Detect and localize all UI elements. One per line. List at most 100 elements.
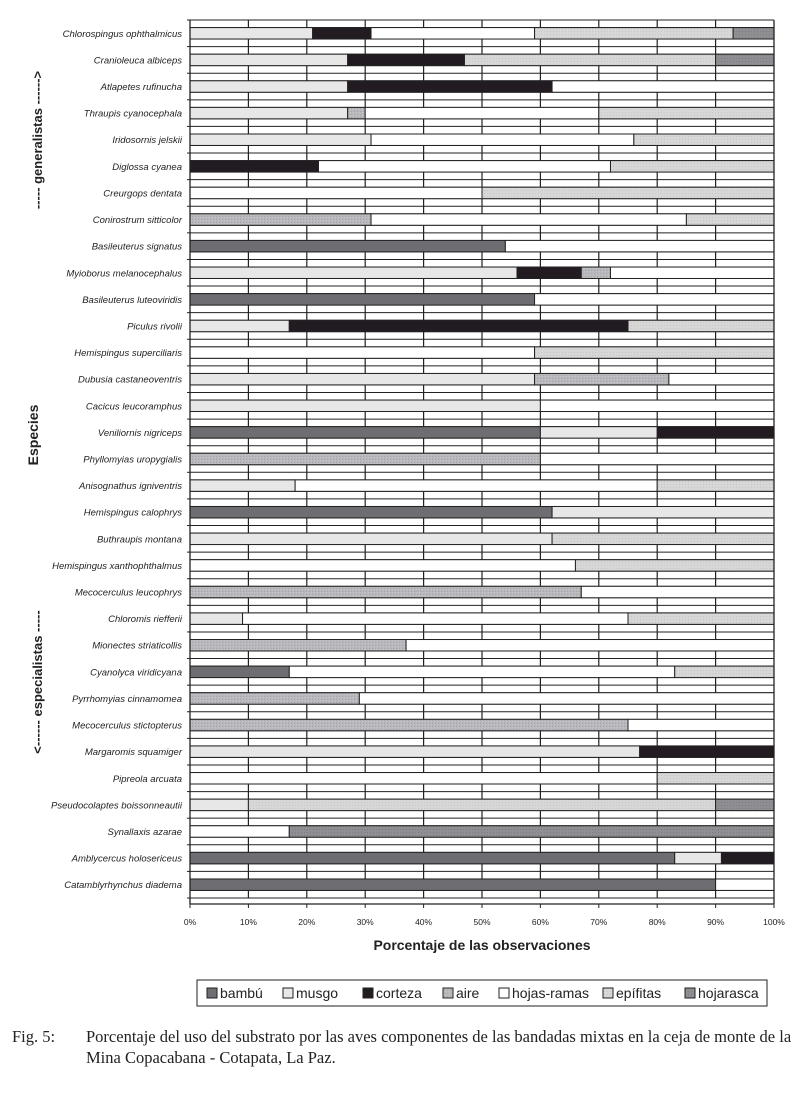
bar-corteza-piculus-rivolii [288, 319, 629, 333]
species-label: Margaromis squamiger [85, 747, 183, 758]
bar-aire-phyllomyias-uropygialis [189, 452, 541, 466]
bar-epifitas-conirostrum-sitticolor [685, 213, 775, 226]
bar-epifitas-pseudocolaptes-boissonneautii [247, 798, 717, 812]
bar-epifitas-chlorospingus-ophthalmicus [534, 27, 734, 40]
bar-hojas-ramas-mecocerculus-stictopterus [627, 718, 775, 732]
bar-corteza-amblycercus-holosericeus [720, 851, 775, 865]
species-label: Pyrrhomyias cinnamomea [72, 694, 182, 705]
bar-epifitas-cranioleuca-albiceps [463, 53, 717, 67]
bar-musgo-amblycercus-holosericeus [674, 851, 722, 865]
species-label: Cacicus leucoramphus [86, 401, 182, 412]
bar-hojas-ramas-conirostrum-sitticolor [370, 213, 687, 226]
bar-musgo-hemispingus-calophrys [551, 505, 775, 519]
legend-label-musgo: musgo [296, 985, 338, 1001]
bar-hojas-ramas-mecocerculus-leucophrys [580, 585, 775, 599]
x-tick-label: 20% [298, 917, 315, 927]
bar-epifitas-cyanolyca-viridicyana [674, 665, 775, 679]
species-label: Chloromis riefferii [108, 614, 183, 625]
bar-aire-mionectes-striaticollis [189, 639, 407, 652]
x-tick-label: 10% [240, 917, 257, 927]
bar-hojas-ramas-diglossa-cyanea [317, 160, 611, 173]
bar-hojas-ramas-atlapetes-rufinucha [551, 80, 775, 93]
bar-hojas-ramas-cyanolyca-viridicyana [288, 665, 676, 679]
bar-hojas-ramas-chloromis-riefferii [242, 612, 629, 625]
bar-hojarasca-synallaxis-azarae [288, 825, 775, 838]
x-tick-label: 90% [707, 917, 724, 927]
bar-hojarasca-cranioleuca-albiceps [715, 53, 775, 67]
bar-epifitas-hemispingus-xanthophthalmus [574, 559, 775, 572]
species-label: Myioborus melanocephalus [66, 268, 182, 279]
legend-label-epifitas: epífitas [616, 985, 661, 1001]
y-axis-title: Especies [25, 404, 41, 465]
species-label: Cyanolyca viridicyana [90, 667, 182, 678]
species-label: Dubusia castaneoventris [78, 375, 182, 386]
bar-bambu-basileuterus-luteoviridis [189, 293, 536, 306]
bar-aire-conirostrum-sitticolor [189, 213, 372, 226]
legend-swatch-aire [442, 987, 454, 999]
bar-hojas-ramas-dubusia-castaneoventris [668, 372, 775, 386]
legend-label-aire: aire [456, 985, 480, 1001]
bar-hojarasca-chlorospingus-ophthalmicus [732, 27, 775, 40]
species-label: Cranioleuca albiceps [94, 55, 182, 66]
species-label: Buthraupis montana [97, 534, 182, 545]
bar-bambu-hemispingus-calophrys [189, 505, 553, 519]
x-tick-label: 0% [184, 917, 197, 927]
bar-musgo-atlapetes-rufinucha [189, 80, 349, 93]
bar-musgo-dubusia-castaneoventris [189, 372, 536, 386]
bar-hojas-ramas-synallaxis-azarae [189, 825, 290, 838]
axes [187, 19, 775, 908]
species-label: Anisognathus igniventris [78, 481, 182, 492]
legend-swatch-musgo [282, 987, 294, 999]
species-label: Amblycercus holosericeus [71, 854, 183, 865]
x-axis-title: Porcentaje de las observaciones [373, 937, 590, 953]
stacked-bar-chart: Chlorospingus ophthalmicus Cranioleuca al… [25, 19, 785, 1007]
legend-label-hojarasca: hojarasca [698, 985, 759, 1001]
bar-hojas-ramas-chlorospingus-ophthalmicus [370, 27, 536, 40]
bar-musgo-cranioleuca-albiceps [189, 53, 349, 67]
species-label: Chlorospingus ophthalmicus [63, 29, 183, 40]
generalistas-label: ----- generalistas ------> [30, 70, 45, 209]
bar-corteza-myioborus-melanocephalus [516, 266, 582, 279]
bar-hojas-ramas-basileuterus-signatus [504, 239, 775, 253]
x-tick-label: 80% [649, 917, 666, 927]
bar-epifitas-diglossa-cyanea [609, 160, 775, 173]
bar-epifitas-thraupis-cyanocephala [598, 106, 775, 120]
bar-hojas-ramas-mionectes-striaticollis [405, 639, 775, 652]
bar-aire-thraupis-cyanocephala [347, 106, 366, 120]
species-label: Hemispingus xanthophthalmus [52, 561, 182, 572]
species-label: Iridosornis jelskii [112, 135, 183, 146]
bar-corteza-atlapetes-rufinucha [347, 80, 553, 93]
species-label: Mecocerculus leucophrys [75, 588, 182, 599]
legend: bambú musgo corteza aire hojas-ramas epífitas… [196, 979, 768, 1007]
bar-hojas-ramas-iridosornis-jelskii [370, 133, 635, 146]
caption-text: Porcentaje del uso del substrato por las… [86, 1027, 792, 1067]
species-label: Pseudocolaptes boissonneautii [51, 800, 183, 811]
bar-musgo-myioborus-melanocephalus [189, 266, 518, 279]
bar-bambu-amblycercus-holosericeus [189, 851, 676, 865]
bar-musgo-anisognathus-igniventris [189, 479, 296, 492]
bar-epifitas-creurgops-dentata [481, 186, 775, 200]
bar-hojas-ramas-hemispingus-xanthophthalmus [189, 559, 576, 572]
bar-bambu-catamblyrhynchus-diadema [189, 878, 717, 891]
legend-label-corteza: corteza [376, 985, 422, 1001]
bar-musgo-chlorospingus-ophthalmicus [189, 27, 314, 40]
x-tick-label: 30% [357, 917, 374, 927]
x-tick-label: 50% [473, 917, 490, 927]
species-label: Atlapetes rufinucha [100, 82, 182, 93]
species-labels: Chlorospingus ophthalmicus Cranioleuca al… [51, 29, 183, 891]
x-tick-label: 100% [763, 917, 785, 927]
bar-musgo-thraupis-cyanocephala [189, 106, 349, 120]
bar-hojas-ramas-basileuterus-luteoviridis [534, 293, 775, 306]
bar-bambu-veniliornis-nigriceps [189, 426, 541, 439]
species-label: Basileuterus luteoviridis [82, 295, 182, 306]
species-label: Conirostrum sitticolor [93, 215, 183, 226]
bar-epifitas-piculus-rivolii [627, 319, 775, 333]
bar-musgo-iridosornis-jelskii [189, 133, 372, 146]
bar-musgo-veniliornis-nigriceps [539, 426, 658, 439]
bar-musgo-cacicus-leucoramphus [189, 399, 541, 413]
species-label: Phyllomyias uropygialis [83, 455, 182, 466]
bar-epifitas-hemispingus-superciliaris [534, 346, 775, 359]
legend-swatch-corteza [362, 987, 374, 999]
species-label: Veniliornis nigriceps [98, 428, 182, 439]
legend-swatch-epifitas [602, 987, 614, 999]
